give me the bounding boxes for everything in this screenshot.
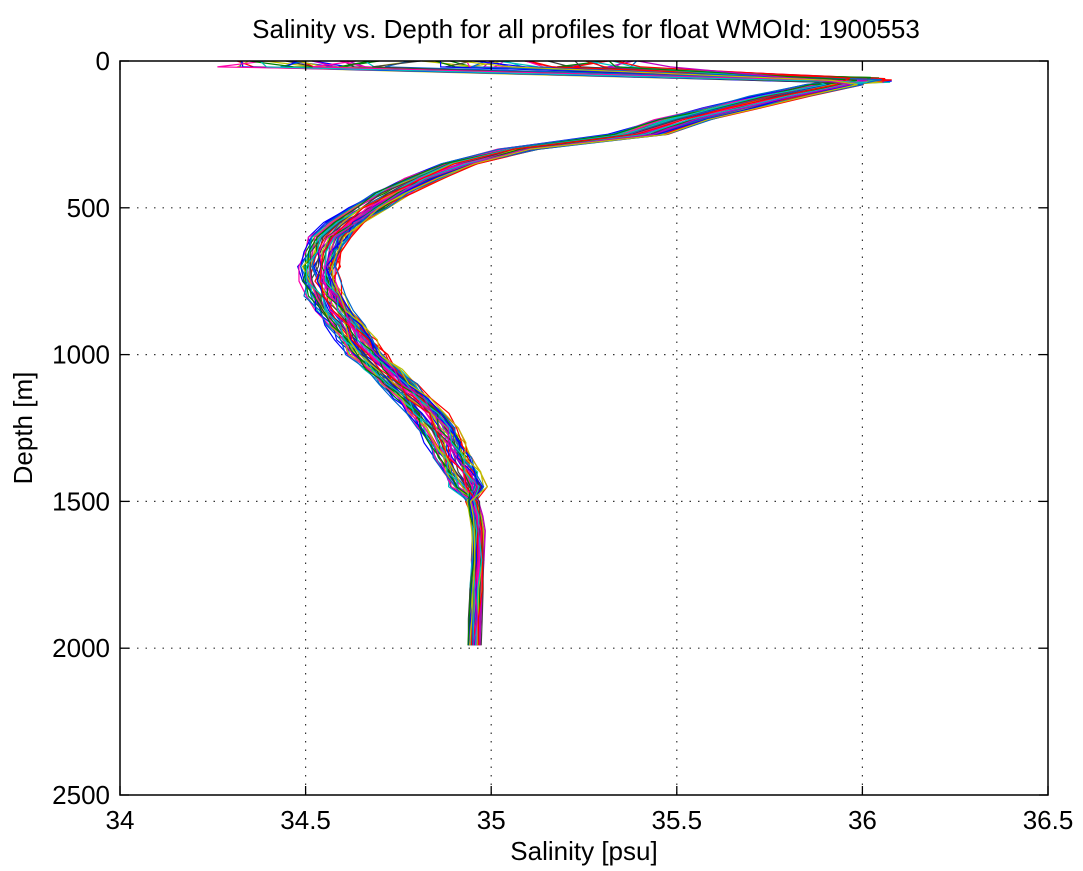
profile-line [236,60,864,646]
grid [120,61,1048,795]
profile-line [314,60,886,646]
x-tick-label: 35 [477,805,506,835]
profile-line [309,60,829,646]
y-tick-labels: 0 500 1000 1500 2000 2500 [52,46,110,810]
profile-line [249,60,871,646]
profile-line [332,60,850,646]
profile-line [303,60,891,646]
profile-line [306,60,884,646]
y-tick-label: 2500 [52,780,110,810]
y-tick-label: 1000 [52,340,110,370]
profile-line [307,60,881,646]
y-tick-label: 0 [96,46,110,76]
profile-line [319,60,851,646]
y-tick-label: 2000 [52,633,110,663]
x-tick-label: 36 [848,805,877,835]
profile-line [334,60,858,646]
x-tick-label: 36.5 [1023,805,1074,835]
x-axis-label: Salinity [psu] [510,836,657,866]
profile-line [327,60,880,646]
plot-frame [119,60,1049,796]
profile-line [325,60,856,646]
profile-line [297,60,867,646]
profile-line [335,60,864,646]
profile-line [315,60,840,646]
chart-title: Salinity vs. Depth for all profiles for … [252,14,920,44]
x-tick-label: 34.5 [280,805,331,835]
x-tick-labels: 34 34.5 35 35.5 36 36.5 [106,805,1074,835]
profile-line [325,60,855,646]
profile-line [324,60,850,646]
profile-line [309,60,847,646]
axis-ticks [119,60,1049,796]
profile-line [309,60,867,646]
y-axis-label: Depth [m] [8,372,38,485]
profile-line [241,60,857,646]
profile-line [309,60,834,646]
profile-line [325,60,876,646]
profile-line [323,60,847,646]
profile-line [307,60,842,646]
profile-line [312,60,860,646]
profile-line [332,60,857,646]
profile-line [325,60,856,646]
profile-line [304,60,831,646]
profile-line [311,60,864,646]
x-tick-label: 34 [106,805,135,835]
y-tick-label: 500 [67,193,110,223]
profile-line [329,60,857,646]
profile-line [321,60,892,646]
y-tick-label: 1500 [52,486,110,516]
profile-line [331,60,858,646]
profile-lines [217,60,892,646]
profile-line [334,60,864,646]
profile-line [320,60,851,646]
profile-line [324,60,848,646]
x-tick-label: 35.5 [651,805,702,835]
profile-line [326,60,854,646]
profile-line [311,60,829,646]
profile-line [308,60,887,646]
profile-line [320,60,868,646]
profile-line [308,60,848,646]
profile-line [235,60,864,646]
profile-line [326,60,874,646]
profile-line [299,60,892,646]
profile-line [325,60,882,646]
profile-line [321,60,858,646]
profile-line [328,60,883,646]
